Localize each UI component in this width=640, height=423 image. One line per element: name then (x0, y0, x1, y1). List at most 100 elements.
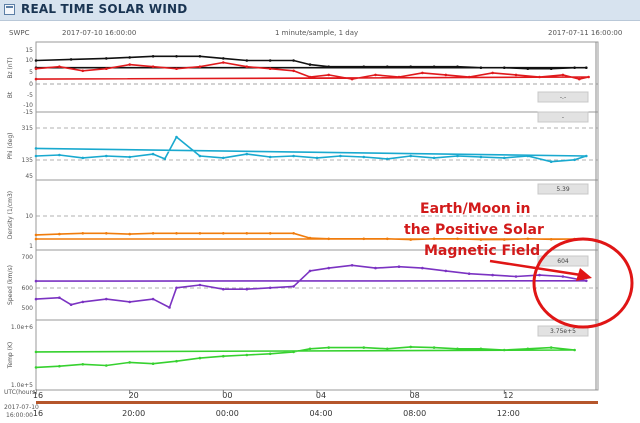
window-icon (4, 4, 15, 15)
data-point (245, 152, 249, 156)
data-point (549, 238, 553, 241)
data-point (409, 238, 413, 241)
data-point (292, 69, 295, 73)
y-tick-label: 135 (22, 157, 34, 164)
data-point (292, 59, 295, 62)
panel-5-frame (35, 319, 599, 391)
readout-value: - (562, 114, 564, 121)
data-point (503, 156, 506, 160)
data-point (308, 269, 312, 273)
data-point (128, 56, 131, 59)
data-point (308, 347, 312, 351)
window-title: REAL TIME SOLAR WIND (21, 2, 188, 16)
data-point (81, 156, 85, 160)
data-point (444, 269, 448, 273)
y-tick-label: 15 (25, 47, 33, 54)
y-tick-label: 500 (22, 305, 34, 312)
data-point (222, 232, 225, 235)
time-tick-bottom: 16 (33, 409, 43, 418)
data-point (327, 65, 331, 68)
data-point (549, 160, 553, 163)
data-point (573, 158, 576, 162)
data-point (503, 348, 506, 352)
data-point (456, 347, 459, 351)
data-point (386, 157, 389, 161)
data-point (198, 65, 202, 68)
time-range-bar (36, 401, 598, 404)
data-point (81, 363, 85, 366)
data-point (163, 157, 167, 161)
data-point (151, 65, 155, 68)
y-tick-label: 700 (22, 254, 34, 261)
y-tick-label: 1.0e+5 (11, 382, 33, 389)
data-point (168, 306, 171, 309)
panel-frames (35, 41, 599, 391)
y-tick-label: 1.0e+6 (11, 324, 33, 331)
data-point (81, 300, 85, 304)
data-point (479, 155, 483, 159)
readout-box (537, 91, 589, 103)
data-point (151, 297, 155, 301)
data-point (292, 154, 295, 158)
data-point (308, 236, 312, 240)
data-point (315, 156, 319, 160)
data-point (198, 283, 202, 287)
y-axis-label: Phi (deg) (7, 133, 14, 160)
cadence-label: 1 minute/sample, 1 day (275, 29, 358, 37)
time-tick-bottom: 04:00 (309, 409, 332, 418)
readout-boxes: -.- - 5.39 604 3.75e+5 (537, 91, 589, 337)
data-point (362, 346, 366, 349)
data-point (175, 55, 178, 58)
data-point (151, 362, 155, 366)
annotation: Earth/Moon in the Positive Solar Magneti… (404, 201, 634, 329)
data-point (549, 67, 553, 70)
data-point (432, 346, 436, 349)
data-point (268, 67, 272, 70)
data-point (175, 135, 178, 139)
y-tick-label: 5 (29, 69, 33, 76)
data-point (245, 232, 249, 235)
y-tick-label: 10 (25, 213, 33, 220)
data-point (58, 296, 61, 300)
data-point (34, 67, 38, 70)
data-point (585, 154, 588, 158)
y-axis-label: Temp (K) (7, 342, 14, 370)
data-point (514, 275, 518, 278)
time-tick-top: 16 (33, 391, 43, 400)
readout-box (537, 111, 589, 123)
data-point (362, 155, 366, 159)
data-point (268, 286, 272, 290)
data-point (456, 237, 459, 241)
data-point (292, 350, 295, 354)
data-point (34, 59, 38, 62)
data-point (538, 75, 541, 79)
time-tick-bottom: 20:00 (122, 409, 145, 418)
data-point (105, 154, 108, 158)
data-point (456, 65, 459, 68)
time-tick-bottom: 12:00 (497, 409, 520, 418)
data-point (151, 232, 155, 235)
time-tick-top: 00 (222, 391, 232, 400)
data-point (479, 347, 483, 351)
data-point (514, 73, 518, 77)
data-point (538, 273, 541, 277)
data-point (105, 297, 108, 301)
data-point (432, 156, 436, 160)
time-start-date: 2017-07-10 (4, 404, 39, 411)
data-point (339, 154, 342, 158)
y-tick-label: 45 (25, 173, 33, 180)
data-point (105, 67, 108, 70)
data-point (268, 59, 272, 62)
data-point (386, 347, 389, 351)
y-tick-label: 315 (22, 125, 34, 132)
data-point (34, 77, 38, 81)
data-point (362, 65, 366, 68)
annotation-line-1: Earth/Moon in (420, 201, 530, 217)
data-point (34, 233, 38, 237)
end-time-label: 2017-07-11 16:00:00 (548, 29, 622, 37)
data-point (268, 155, 272, 159)
data-point (151, 152, 155, 156)
data-point (222, 61, 225, 64)
data-point (573, 348, 576, 352)
